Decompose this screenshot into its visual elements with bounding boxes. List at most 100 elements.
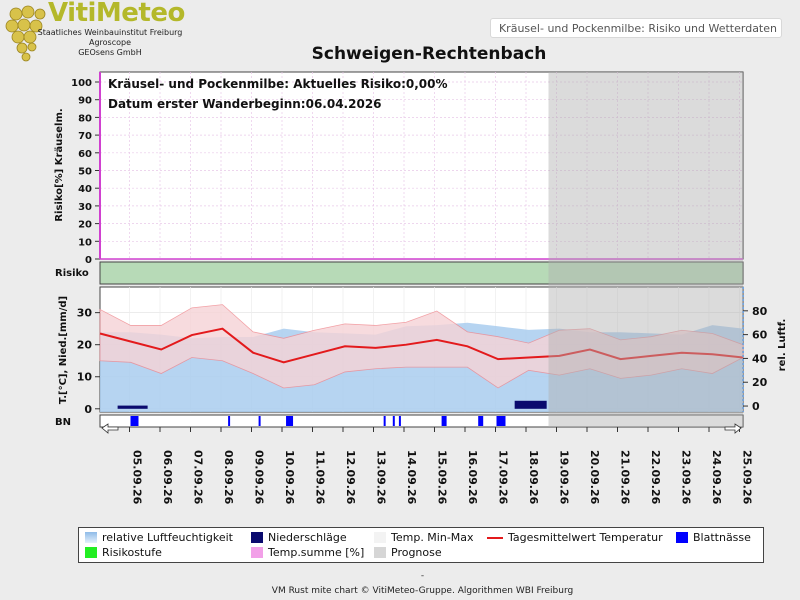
weather-y-tick-label: 0	[84, 403, 92, 416]
x-tick-label: 18.09.26	[527, 450, 540, 505]
leaf-wetness-mark	[258, 416, 261, 426]
risk-y-tick-label: 60	[78, 149, 92, 160]
leaf-wetness-mark	[135, 416, 138, 426]
leaf-wetness-marks	[130, 416, 506, 426]
footer-credit: VM Rust mite chart © VitiMeteo-Gruppe. A…	[271, 586, 574, 596]
leaf-wetness-mark	[228, 416, 231, 426]
humidity-y-tick-label: 0	[752, 400, 760, 413]
weather-y-tick-label: 10	[77, 371, 93, 384]
risk-y-label: Risiko[%] Kräuselm.	[54, 108, 65, 221]
x-tick-label: 06.09.26	[161, 450, 174, 505]
product-title: Kräusel- und Pockenmilbe: Risiko und Wet…	[490, 18, 782, 38]
forecast-swatch	[374, 547, 386, 558]
x-tick-label: 20.09.26	[588, 450, 601, 505]
x-tick-label: 14.09.26	[405, 450, 418, 505]
legend-label: Niederschläge	[268, 531, 347, 544]
legend-item-forecast: Prognose	[374, 546, 442, 559]
risk-swatch	[85, 547, 97, 558]
leaf-wetness-mark	[478, 416, 484, 426]
precip-bar	[117, 405, 148, 409]
legend-label: relative Luftfeuchtigkeit	[102, 531, 233, 544]
humidity-y-tick-label: 40	[752, 352, 768, 365]
risk-panel-frame	[99, 71, 744, 260]
legend: relative Luftfeuchtigkeit Niederschläge …	[78, 527, 764, 563]
x-tick-label: 22.09.26	[649, 450, 662, 505]
logo-title: VitiMeteo	[48, 0, 185, 28]
current-risk-text: Kräusel- und Pockenmilbe: Aktuelles Risi…	[108, 77, 448, 91]
weather-y-axis-right: 0 20 40 60 80	[743, 305, 768, 413]
leaf-swatch	[676, 532, 688, 543]
weather-y-tick-label: 20	[77, 339, 93, 352]
risk-band-label: Risiko	[55, 268, 89, 279]
x-tick-label: 05.09.26	[131, 450, 144, 505]
leaf-wetness-label: BN	[55, 417, 71, 428]
legend-item-temp-mean: Tagesmittelwert Temperatur	[487, 531, 663, 544]
leaf-wetness-mark	[398, 416, 401, 426]
x-tick-label: 11.09.26	[314, 450, 327, 505]
scroll-left-arrow[interactable]	[101, 423, 119, 434]
legend-item-leaf: Blattnässe	[676, 531, 751, 544]
precip-swatch	[251, 532, 263, 543]
first-migration-date-text: Datum erster Wanderbeginn:06.04.2026	[108, 97, 382, 111]
weather-y-label-right: rel. Luftf.	[777, 319, 788, 372]
legend-label: Prognose	[391, 546, 442, 559]
weather-y-tick-label: 30	[77, 307, 93, 320]
humidity-y-tick-label: 80	[752, 305, 768, 318]
risk-y-tick-label: 20	[78, 220, 92, 231]
x-tick-label: 08.09.26	[222, 450, 235, 505]
precipitation-bars	[117, 400, 547, 409]
legend-label: Blattnässe	[693, 531, 751, 544]
risk-y-tick-label: 30	[78, 202, 92, 213]
x-tick-label: 15.09.26	[436, 450, 449, 505]
temp-mean-swatch	[487, 536, 503, 539]
logo-line-3: GEOsens GmbH	[78, 48, 142, 57]
x-tick-label: 10.09.26	[283, 450, 296, 505]
risk-y-tick-label: 100	[71, 78, 92, 89]
logo-line-2: Agroscope	[88, 38, 132, 47]
legend-label: Temp. Min-Max	[391, 531, 474, 544]
x-tick-label: 17.09.26	[497, 450, 510, 505]
leaf-wetness-strip	[99, 414, 744, 428]
x-tick-label: 12.09.26	[344, 450, 357, 505]
legend-item-precip: Niederschläge	[251, 531, 347, 544]
station-title: Schweigen-Rechtenbach	[311, 44, 547, 64]
leaf-wetness-mark	[130, 416, 139, 426]
x-tick-label: 21.09.26	[619, 450, 632, 505]
risk-y-tick-label: 50	[78, 167, 92, 178]
legend-label: Risikostufe	[102, 546, 162, 559]
x-axis: 05.09.26 06.09.26 07.09.26 08.09.26 09.09.26…	[129, 427, 754, 505]
x-tick-label: 23.09.26	[680, 450, 693, 505]
precip-bar	[514, 400, 547, 409]
logo-line-1: Staatliches Weinbauinstitut Freiburg	[37, 28, 183, 37]
weather-y-label-left: T.[°C], Nied.[mm/d]	[58, 296, 69, 404]
scroll-right-arrow[interactable]	[724, 423, 742, 434]
x-tick-label: 24.09.26	[710, 450, 723, 505]
legend-item-humidity: relative Luftfeuchtigkeit	[85, 531, 233, 544]
temp-mean-polyline	[99, 327, 744, 364]
vitimeteo-logo: VitiMeteo Staatliches Weinbauinstitut Fr…	[0, 0, 190, 66]
humidity-y-tick-label: 20	[752, 376, 768, 389]
x-tick-label: 07.09.26	[192, 450, 205, 505]
legend-item-risk: Risikostufe	[85, 546, 162, 559]
leaf-wetness-mark	[496, 416, 506, 426]
risk-y-tick-label: 40	[78, 184, 92, 195]
grape-logo-icon	[5, 5, 46, 62]
risk-level-band	[99, 261, 744, 285]
minmax-swatch	[374, 532, 386, 543]
risk-y-axis: 0 10 20 30 40 50 60 70 80 90 100	[71, 78, 100, 266]
risk-y-tick-label: 90	[78, 96, 92, 107]
humidity-swatch	[85, 532, 97, 543]
x-tick-label: 25.09.26	[741, 450, 754, 505]
legend-item-tempsum: Temp.summe [%]	[251, 546, 364, 559]
legend-item-minmax: Temp. Min-Max	[374, 531, 474, 544]
risk-y-tick-label: 80	[78, 113, 92, 124]
x-tick-label: 16.09.26	[466, 450, 479, 505]
risk-y-tick-label: 0	[85, 255, 92, 266]
x-tick-label: 09.09.26	[253, 450, 266, 505]
leaf-wetness-mark	[383, 416, 386, 426]
humidity-y-tick-label: 60	[752, 329, 768, 342]
tempsum-swatch	[251, 547, 263, 558]
footer-dash: -	[420, 571, 425, 581]
temp-mean-line	[99, 327, 744, 364]
leaf-wetness-mark	[392, 416, 395, 426]
